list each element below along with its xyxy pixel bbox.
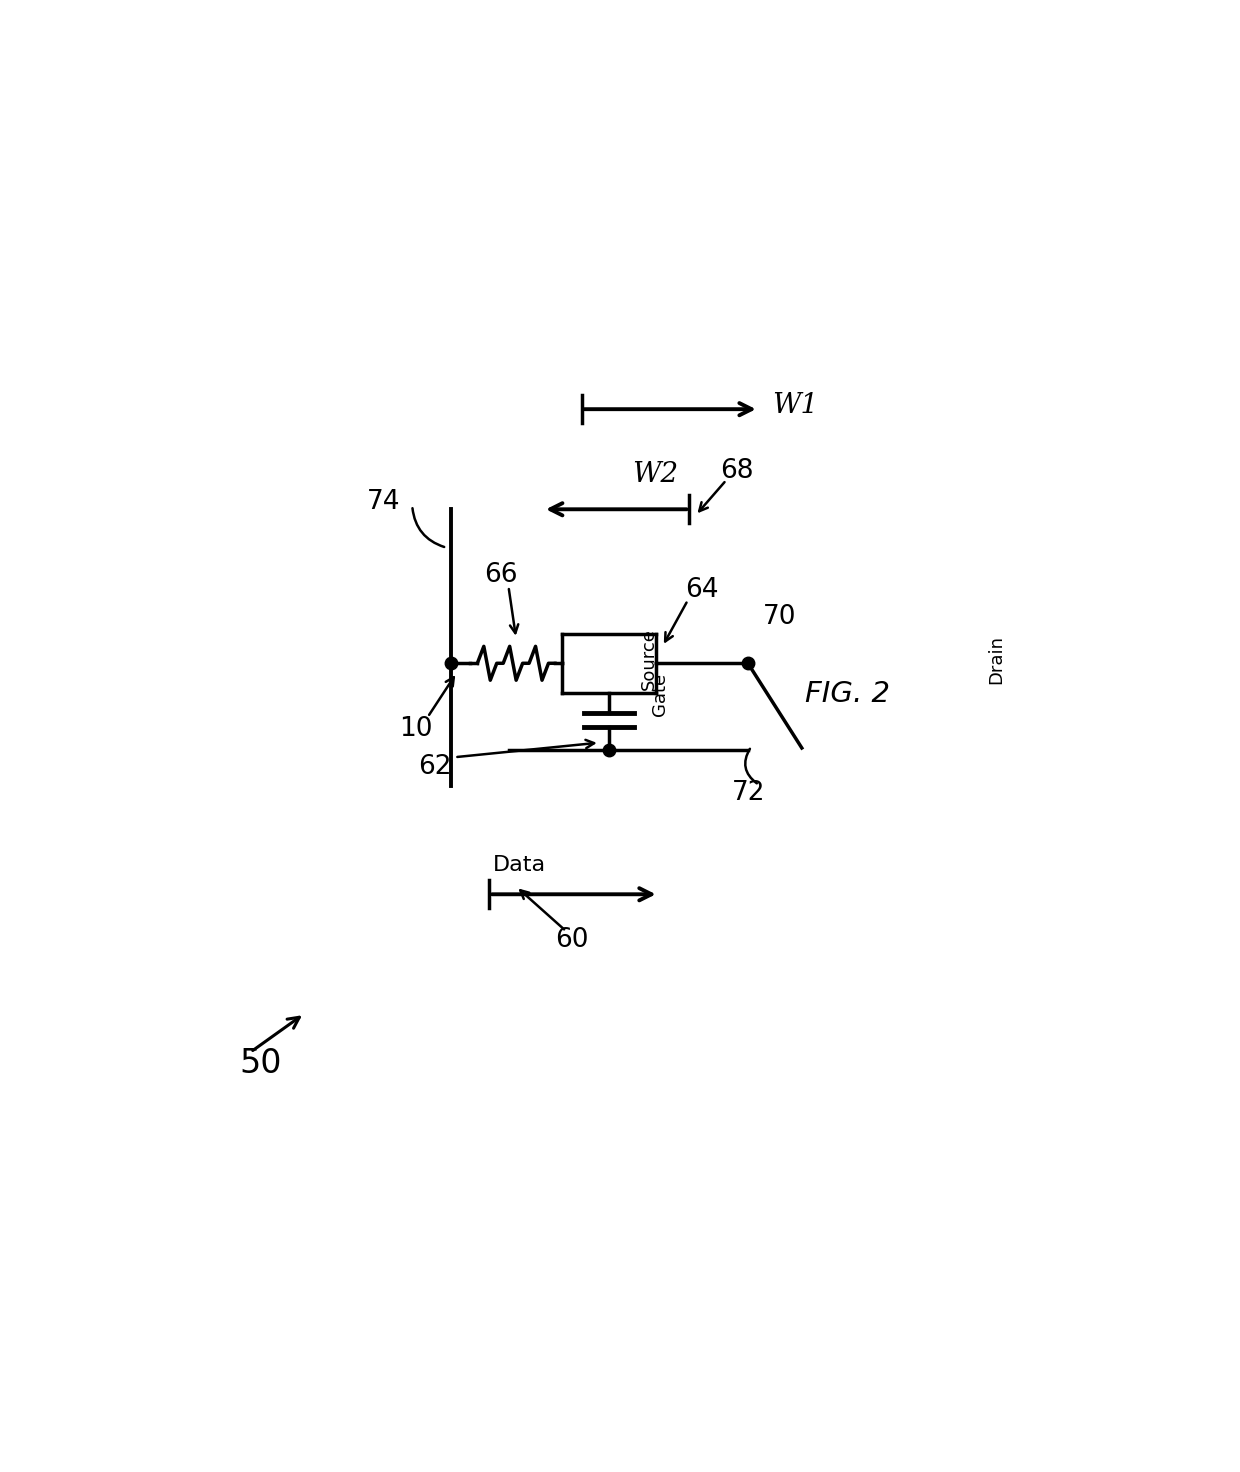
- Text: 60: 60: [554, 927, 588, 954]
- Text: Drain: Drain: [987, 634, 1004, 684]
- Text: 66: 66: [484, 562, 517, 587]
- Text: Gate: Gate: [651, 673, 670, 715]
- Text: 10: 10: [399, 715, 433, 742]
- Text: 68: 68: [720, 458, 754, 484]
- Text: W1: W1: [773, 392, 818, 420]
- Text: Source: Source: [640, 629, 657, 690]
- Text: 62: 62: [419, 754, 453, 780]
- Text: 72: 72: [732, 780, 765, 805]
- Text: 64: 64: [686, 577, 719, 604]
- Text: W2: W2: [631, 461, 678, 487]
- Text: Data: Data: [494, 855, 546, 874]
- Text: 70: 70: [763, 604, 796, 630]
- Text: FIG. 2: FIG. 2: [805, 680, 890, 708]
- Text: 74: 74: [367, 489, 401, 515]
- Text: 50: 50: [239, 1047, 281, 1080]
